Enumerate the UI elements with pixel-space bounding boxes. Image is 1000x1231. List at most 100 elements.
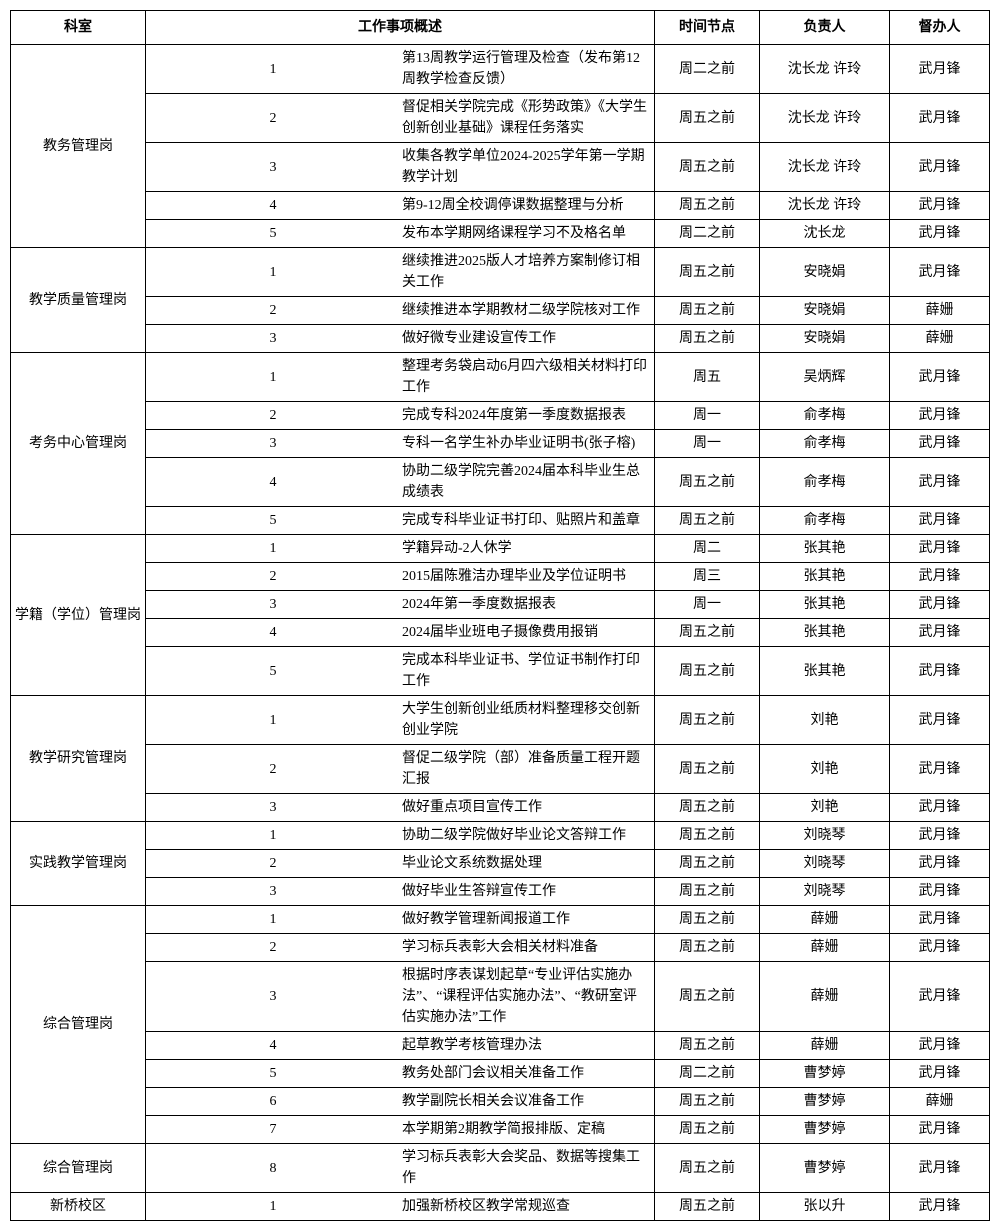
- row-description: 协助二级学院做好毕业论文答辩工作: [400, 822, 655, 850]
- row-number: 4: [146, 619, 401, 647]
- row-number: 1: [146, 696, 401, 745]
- row-supervisor: 武月锋: [890, 45, 990, 94]
- row-supervisor: 武月锋: [890, 647, 990, 696]
- row-time: 周五之前: [655, 934, 760, 962]
- row-owner: 曹梦婷: [760, 1088, 890, 1116]
- table-row: 教学质量管理岗1继续推进2025版人才培养方案制修订相关工作周五之前安晓娟武月锋: [11, 248, 990, 297]
- table-row: 22015届陈雅洁办理毕业及学位证明书周三张其艳武月锋: [11, 563, 990, 591]
- table-row: 考务中心管理岗1整理考务袋启动6月四六级相关材料打印工作周五吴炳辉武月锋: [11, 353, 990, 402]
- row-time: 周五: [655, 353, 760, 402]
- row-description: 继续推进2025版人才培养方案制修订相关工作: [400, 248, 655, 297]
- table-row: 新桥校区1加强新桥校区教学常规巡查周五之前张以升武月锋: [11, 1193, 990, 1221]
- row-supervisor: 武月锋: [890, 402, 990, 430]
- row-supervisor: 武月锋: [890, 745, 990, 794]
- row-owner: 俞孝梅: [760, 458, 890, 507]
- row-number: 2: [146, 934, 401, 962]
- row-supervisor: 武月锋: [890, 563, 990, 591]
- row-description: 教务处部门会议相关准备工作: [400, 1060, 655, 1088]
- row-description: 完成专科2024年度第一季度数据报表: [400, 402, 655, 430]
- row-number: 3: [146, 143, 401, 192]
- table-row: 6教学副院长相关会议准备工作周五之前曹梦婷薛姗: [11, 1088, 990, 1116]
- row-owner: 俞孝梅: [760, 402, 890, 430]
- row-number: 2: [146, 563, 401, 591]
- row-time: 周五之前: [655, 1193, 760, 1221]
- row-supervisor: 武月锋: [890, 850, 990, 878]
- table-row: 教务管理岗1第13周教学运行管理及检查（发布第12周教学检查反馈）周二之前沈长龙…: [11, 45, 990, 94]
- row-description: 完成本科毕业证书、学位证书制作打印工作: [400, 647, 655, 696]
- row-time: 周二: [655, 535, 760, 563]
- row-time: 周二之前: [655, 220, 760, 248]
- row-supervisor: 武月锋: [890, 906, 990, 934]
- row-owner: 张其艳: [760, 563, 890, 591]
- row-time: 周五之前: [655, 878, 760, 906]
- row-number: 1: [146, 353, 401, 402]
- table-row: 实践教学管理岗1协助二级学院做好毕业论文答辩工作周五之前刘晓琴武月锋: [11, 822, 990, 850]
- row-time: 周一: [655, 430, 760, 458]
- row-description: 学籍异动-2人休学: [400, 535, 655, 563]
- row-number: 3: [146, 878, 401, 906]
- row-description: 做好重点项目宣传工作: [400, 794, 655, 822]
- row-number: 3: [146, 591, 401, 619]
- row-time: 周五之前: [655, 696, 760, 745]
- table-row: 2学习标兵表彰大会相关材料准备周五之前薛姗武月锋: [11, 934, 990, 962]
- header-supervisor: 督办人: [890, 11, 990, 45]
- row-time: 周五之前: [655, 1032, 760, 1060]
- row-description: 大学生创新创业纸质材料整理移交创新创业学院: [400, 696, 655, 745]
- row-owner: 薛姗: [760, 1032, 890, 1060]
- row-owner: 张其艳: [760, 647, 890, 696]
- row-description: 本学期第2期教学简报排版、定稿: [400, 1116, 655, 1144]
- table-header-row: 科室 工作事项概述 时间节点 负责人 督办人: [11, 11, 990, 45]
- table-row: 4第9-12周全校调停课数据整理与分析周五之前沈长龙 许玲武月锋: [11, 192, 990, 220]
- row-time: 周五之前: [655, 906, 760, 934]
- row-description: 专科一名学生补办毕业证明书(张子榕): [400, 430, 655, 458]
- row-supervisor: 武月锋: [890, 1144, 990, 1193]
- header-time: 时间节点: [655, 11, 760, 45]
- header-owner: 负责人: [760, 11, 890, 45]
- dept-cell: 实践教学管理岗: [11, 822, 146, 906]
- row-description: 督促相关学院完成《形势政策》《大学生创新创业基础》课程任务落实: [400, 94, 655, 143]
- row-number: 4: [146, 458, 401, 507]
- row-number: 1: [146, 1193, 401, 1221]
- row-owner: 安晓娟: [760, 297, 890, 325]
- row-time: 周一: [655, 402, 760, 430]
- row-description: 教学副院长相关会议准备工作: [400, 1088, 655, 1116]
- row-time: 周五之前: [655, 1144, 760, 1193]
- table-row: 3根据时序表谋划起草“专业评估实施办法”、“课程评估实施办法”、“教研室评估实施…: [11, 962, 990, 1032]
- row-description: 2024届毕业班电子摄像费用报销: [400, 619, 655, 647]
- row-description: 协助二级学院完善2024届本科毕业生总成绩表: [400, 458, 655, 507]
- row-time: 周二之前: [655, 1060, 760, 1088]
- row-supervisor: 武月锋: [890, 458, 990, 507]
- row-time: 周五之前: [655, 325, 760, 353]
- table-row: 32024年第一季度数据报表周一张其艳武月锋: [11, 591, 990, 619]
- table-row: 2督促二级学院（部）准备质量工程开题汇报周五之前刘艳武月锋: [11, 745, 990, 794]
- dept-cell: 教学研究管理岗: [11, 696, 146, 822]
- row-owner: 张其艳: [760, 591, 890, 619]
- header-dept: 科室: [11, 11, 146, 45]
- row-number: 6: [146, 1088, 401, 1116]
- row-supervisor: 武月锋: [890, 248, 990, 297]
- row-owner: 刘艳: [760, 745, 890, 794]
- row-supervisor: 武月锋: [890, 507, 990, 535]
- dept-cell: 综合管理岗: [11, 906, 146, 1144]
- row-description: 学习标兵表彰大会相关材料准备: [400, 934, 655, 962]
- table-row: 5发布本学期网络课程学习不及格名单周二之前沈长龙武月锋: [11, 220, 990, 248]
- row-owner: 刘艳: [760, 696, 890, 745]
- header-desc: 工作事项概述: [146, 11, 655, 45]
- table-row: 2完成专科2024年度第一季度数据报表周一俞孝梅武月锋: [11, 402, 990, 430]
- row-description: 做好毕业生答辩宣传工作: [400, 878, 655, 906]
- dept-cell: 教务管理岗: [11, 45, 146, 248]
- row-owner: 沈长龙 许玲: [760, 143, 890, 192]
- row-description: 整理考务袋启动6月四六级相关材料打印工作: [400, 353, 655, 402]
- row-description: 第13周教学运行管理及检查（发布第12周教学检查反馈）: [400, 45, 655, 94]
- row-number: 2: [146, 402, 401, 430]
- row-description: 学习标兵表彰大会奖品、数据等搜集工作: [400, 1144, 655, 1193]
- table-row: 4协助二级学院完善2024届本科毕业生总成绩表周五之前俞孝梅武月锋: [11, 458, 990, 507]
- row-description: 根据时序表谋划起草“专业评估实施办法”、“课程评估实施办法”、“教研室评估实施办…: [400, 962, 655, 1032]
- table-row: 学籍（学位）管理岗1学籍异动-2人休学周二张其艳武月锋: [11, 535, 990, 563]
- row-number: 4: [146, 1032, 401, 1060]
- row-time: 周五之前: [655, 850, 760, 878]
- row-number: 8: [146, 1144, 401, 1193]
- table-row: 5完成本科毕业证书、学位证书制作打印工作周五之前张其艳武月锋: [11, 647, 990, 696]
- row-supervisor: 武月锋: [890, 94, 990, 143]
- row-owner: 张其艳: [760, 619, 890, 647]
